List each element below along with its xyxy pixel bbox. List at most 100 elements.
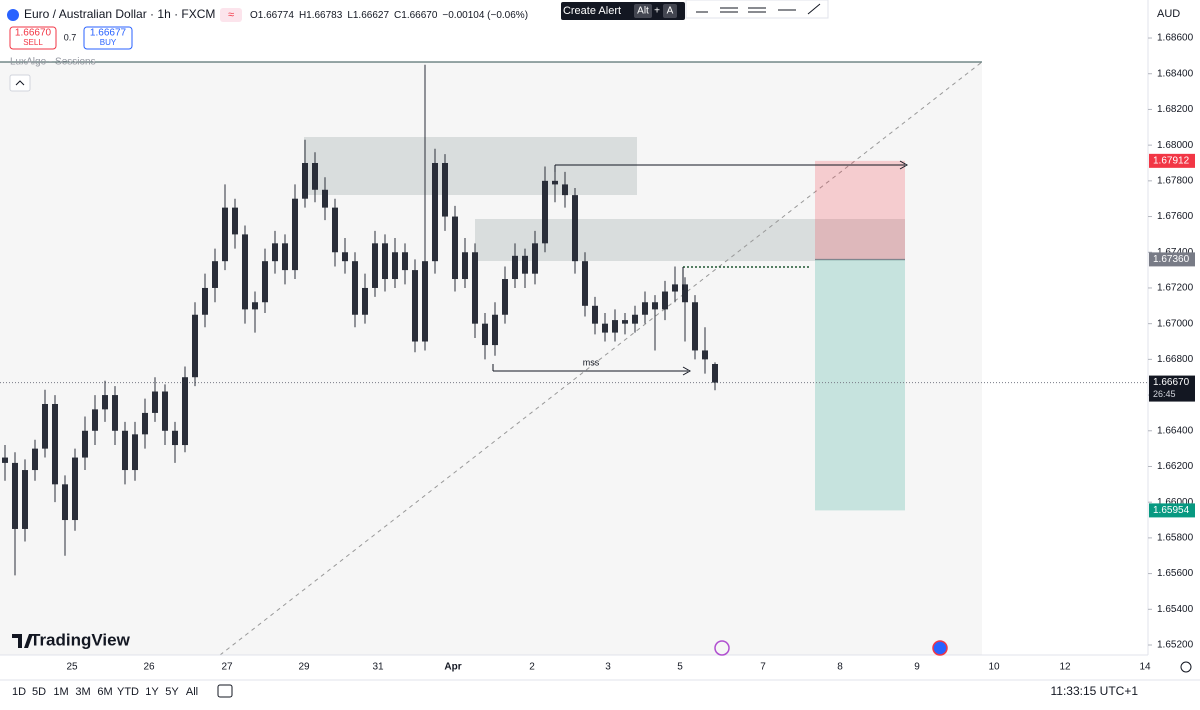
buy-button[interactable] bbox=[83, 26, 133, 50]
drawing-toolbar bbox=[685, 0, 829, 19]
candle-body bbox=[522, 255, 528, 274]
candle-body bbox=[112, 395, 118, 431]
range-button[interactable]: YTD bbox=[117, 686, 139, 698]
range-button[interactable]: 1Y bbox=[145, 686, 159, 698]
candle-body bbox=[712, 364, 718, 383]
target-badge-label: 1.65954 bbox=[1153, 505, 1190, 516]
candle-body bbox=[442, 162, 448, 217]
create-alert[interactable] bbox=[561, 2, 685, 20]
candle-body bbox=[252, 302, 258, 310]
candle-body bbox=[122, 430, 128, 471]
candle-body bbox=[672, 284, 678, 292]
event-icon[interactable] bbox=[932, 640, 948, 656]
annotation: mss bbox=[583, 357, 600, 367]
candle-body bbox=[492, 314, 498, 346]
range-button[interactable]: All bbox=[186, 686, 198, 698]
candle-body bbox=[642, 302, 648, 315]
price-axis-bg bbox=[1148, 0, 1200, 680]
candle-body bbox=[132, 434, 138, 471]
x-tick-label: 31 bbox=[372, 662, 384, 673]
candle-body bbox=[152, 391, 158, 413]
candle-body bbox=[402, 252, 408, 271]
candle-body bbox=[692, 302, 698, 351]
candle-body bbox=[142, 412, 148, 435]
candle-body bbox=[652, 302, 658, 310]
range-button[interactable]: 3M bbox=[75, 686, 90, 698]
candle-body bbox=[82, 430, 88, 458]
arrow-head bbox=[682, 366, 692, 376]
target-zone bbox=[815, 259, 905, 511]
y-tick-label: 1.65600 bbox=[1157, 568, 1194, 579]
candle-body bbox=[282, 243, 288, 271]
sell-label: SELL bbox=[23, 38, 43, 47]
event-icon[interactable] bbox=[714, 640, 730, 656]
range-button[interactable]: 1M bbox=[53, 686, 68, 698]
candle-body bbox=[552, 180, 558, 185]
tool-icons[interactable] bbox=[696, 3, 821, 15]
candle-body bbox=[242, 234, 248, 310]
y-tick-label: 1.66400 bbox=[1157, 425, 1194, 436]
candle-body bbox=[262, 261, 268, 303]
candle-body bbox=[42, 403, 48, 449]
candle-body bbox=[272, 243, 278, 262]
candle-body bbox=[702, 350, 708, 360]
y-tick-label: 1.67200 bbox=[1157, 283, 1194, 294]
candle-body bbox=[592, 305, 598, 324]
key bbox=[663, 4, 677, 18]
y-tick-label: 1.67400 bbox=[1157, 247, 1194, 258]
settings-icon[interactable] bbox=[1180, 661, 1192, 673]
candle-body bbox=[632, 314, 638, 324]
x-tick-label: 2 bbox=[529, 662, 535, 673]
y-tick-label: 1.68600 bbox=[1157, 33, 1194, 44]
arrow-head bbox=[899, 160, 909, 170]
entry-badge bbox=[1149, 252, 1195, 267]
entry-badge-label: 1.67360 bbox=[1153, 254, 1190, 265]
candle-body bbox=[372, 243, 378, 288]
x-tick-label: 5 bbox=[677, 662, 683, 673]
clock: 11:33:15 UTC+1 bbox=[1051, 684, 1139, 698]
candle-body bbox=[172, 430, 178, 446]
symbol-icon bbox=[7, 9, 19, 21]
last-price-label: 1.66670 bbox=[1153, 377, 1190, 388]
ohlc-value: O1.66774 bbox=[250, 10, 294, 21]
key bbox=[634, 4, 652, 18]
candle-body bbox=[292, 198, 298, 271]
range-button[interactable]: 5Y bbox=[165, 686, 179, 698]
x-tick-label: 3 bbox=[605, 662, 611, 673]
candle-body bbox=[202, 287, 208, 315]
candle-body bbox=[562, 184, 568, 196]
currency: AUD bbox=[1157, 8, 1180, 20]
time-axis-bg bbox=[0, 655, 1200, 680]
candle-body bbox=[572, 195, 578, 262]
y-tick-label: 1.65400 bbox=[1157, 604, 1194, 615]
candle-body bbox=[332, 207, 338, 253]
y-tick-label: 1.68400 bbox=[1157, 68, 1194, 79]
y-tick-label: 1.66800 bbox=[1157, 354, 1194, 365]
candle-body bbox=[212, 261, 218, 288]
y-tick-label: 1.65200 bbox=[1157, 640, 1194, 651]
range-button[interactable]: 6M bbox=[97, 686, 112, 698]
candle-body bbox=[302, 162, 308, 199]
y-tick-label: 1.65800 bbox=[1157, 533, 1194, 544]
collapse-button[interactable] bbox=[9, 74, 31, 92]
ohlc-value: C1.66670 bbox=[394, 10, 438, 21]
date-range-icon[interactable] bbox=[217, 684, 233, 698]
candle-body bbox=[362, 287, 368, 315]
sell-button[interactable] bbox=[9, 26, 57, 50]
stop-zone bbox=[815, 160, 905, 260]
stop-badge bbox=[1149, 153, 1195, 168]
range-button[interactable]: 1D bbox=[12, 686, 26, 698]
candle-body bbox=[422, 261, 428, 342]
x-tick-label: 14 bbox=[1139, 662, 1151, 673]
candle-body bbox=[182, 377, 188, 446]
candle-body bbox=[92, 409, 98, 431]
candle-body bbox=[22, 470, 28, 529]
zone bbox=[304, 137, 637, 195]
x-tick-label: 12 bbox=[1059, 662, 1071, 673]
candle-body bbox=[232, 207, 238, 235]
trend-line bbox=[219, 61, 983, 656]
candle-body bbox=[162, 391, 168, 431]
key-plus: + bbox=[654, 6, 660, 17]
range-button[interactable]: 5D bbox=[32, 686, 46, 698]
